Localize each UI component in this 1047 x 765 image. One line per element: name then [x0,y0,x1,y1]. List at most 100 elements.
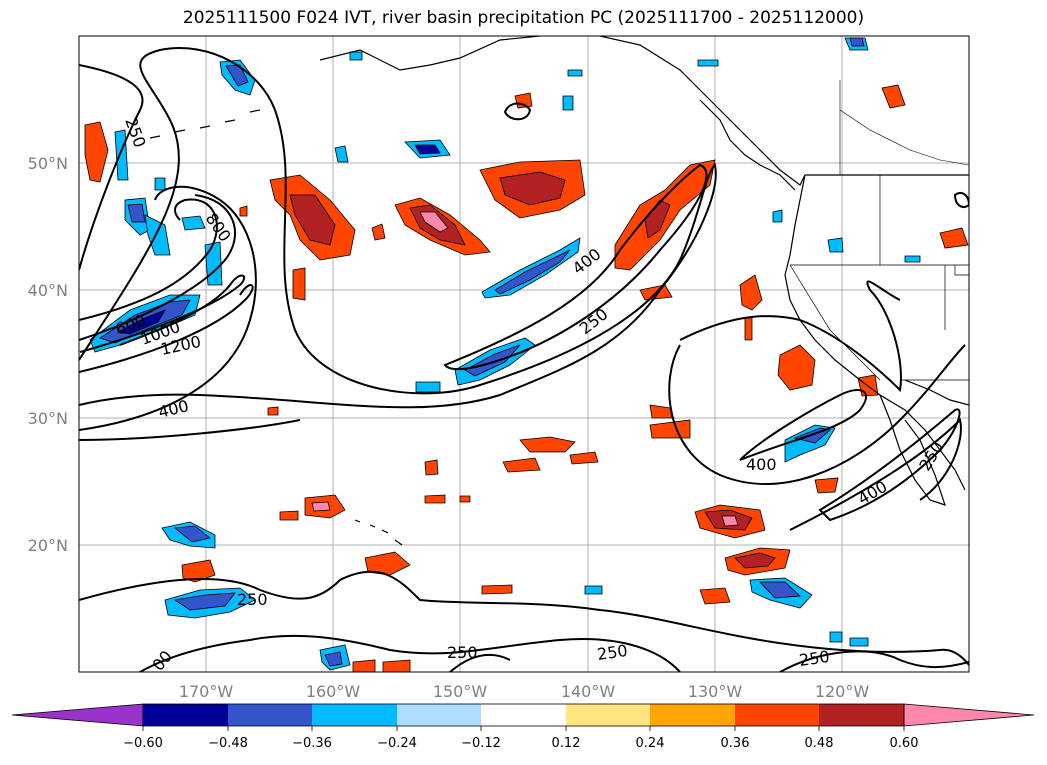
ivt-contour-250-main [79,47,717,409]
colorbar-extend-high [903,703,1035,727]
precip-positive-areas [84,84,969,672]
contour-label: 250 [798,647,831,670]
precip-blob [567,69,583,77]
precip-blob [459,495,471,503]
precip-blob [499,171,566,206]
coastline-alaska [319,36,541,71]
precip-blob [181,215,206,231]
precip-blob [759,581,801,599]
ivt-contour-south-4 [449,653,511,672]
colorbar-frame [142,703,905,727]
precip-blob [173,592,236,611]
coastlines [149,36,969,546]
precip-blob [239,205,248,217]
coastline-bc [699,99,796,191]
coastline-hawaii [354,519,403,546]
ivt-contour-600 [79,194,236,341]
precip-blob [364,551,411,576]
colorbar-bin [228,704,312,726]
ivt-contour-south-5 [779,650,969,672]
precip-blob [371,223,386,241]
ivt-contour-250-se [789,418,962,531]
precip-blob [569,451,599,465]
ivt-contours [79,47,969,672]
lat-label-30n: 30°N [28,409,68,428]
precip-blob [289,194,336,246]
precip-blob [744,317,753,341]
precip-blob [939,227,969,249]
precip-blob [562,95,574,111]
precip-blob [292,267,306,301]
coastline-aleutians [149,109,261,139]
precip-blob [382,659,411,672]
lat-label-20n: 20°N [28,536,68,555]
colorbar-bin [143,704,228,726]
colorbar-extend-low [11,703,144,727]
colorbar-bin [819,704,904,726]
colorbar-tick-label: −0.12 [461,736,501,751]
ivt-contour-east-ring [679,280,902,393]
colorbar-tick-label: −0.24 [377,736,417,751]
colorbar-tick-label: 0.24 [636,736,665,751]
precip-blob [699,587,731,605]
colorbar-ticks [142,726,905,731]
ivt-contour-south-1 [79,419,301,441]
precip-blob [334,145,349,163]
ivt-contour-250-west [79,64,144,271]
precip-blob [827,237,844,253]
colorbar-bin [397,704,481,726]
lon-label-150w: 150°W [433,682,488,701]
precip-blob [881,84,906,109]
precip-blob [734,552,776,569]
colorbar-bin [735,704,819,726]
precip-negative-areas [89,37,921,671]
precip-blob [649,419,691,439]
contour-label: 250 [447,643,478,662]
precip-blob [324,651,343,667]
precip-blob [849,37,865,47]
precip-blob [904,255,921,263]
ivt-contour-400 [79,185,257,431]
precip-blob [502,457,541,473]
border-canada-provinces [839,80,969,175]
precip-blob [814,477,839,494]
lat-label-50n: 50°N [28,154,68,173]
contour-label: 400 [746,455,777,474]
latitude-labels: 50°N 40°N 30°N 20°N [28,154,68,555]
precip-blob [849,637,869,647]
precip-blob [174,525,211,543]
map-title: 2025111500 F024 IVT, river basin precipi… [182,8,865,28]
precip-blob [414,144,441,155]
colorbar-tick-label: −0.60 [123,736,163,751]
precip-blob [419,211,449,233]
coastline-west-us [784,174,966,491]
colorbar-tick-label: 0.60 [890,736,919,751]
lon-label-120w: 120°W [815,682,870,701]
precip-blob [349,51,363,61]
colorbar-tick-label: 0.36 [721,736,750,751]
lon-label-160w: 160°W [306,682,361,701]
precip-blob [721,515,739,527]
colorbar-tick-label: −0.48 [208,736,248,751]
longitude-labels: 170°W 160°W 150°W 140°W 130°W 120°W [179,682,870,701]
colorbar-tick-label: −0.36 [292,736,332,751]
precip-blob [424,459,439,476]
lat-label-40n: 40°N [28,281,68,300]
lon-label-140w: 140°W [561,682,616,701]
ivt-contour-400-southeast [739,389,868,461]
ivt-contour-south-3 [139,634,681,672]
precip-blob [127,203,146,223]
colorbar-tick-label: 0.12 [552,736,581,751]
colorbar-tick-label: 0.48 [805,736,834,751]
precip-blob [481,584,513,595]
precip-blob [204,241,223,286]
precip-blob [772,209,783,223]
colorbar: −0.60 −0.48 −0.36 −0.24 −0.12 0.12 0.24 … [11,703,1035,751]
colorbar-bin [566,704,650,726]
ivt-contour-small-loop [503,102,532,121]
precip-blob [584,585,603,595]
precip-blob [311,501,331,512]
contour-label: 250 [596,641,629,664]
ivt-contour-800 [79,198,218,321]
